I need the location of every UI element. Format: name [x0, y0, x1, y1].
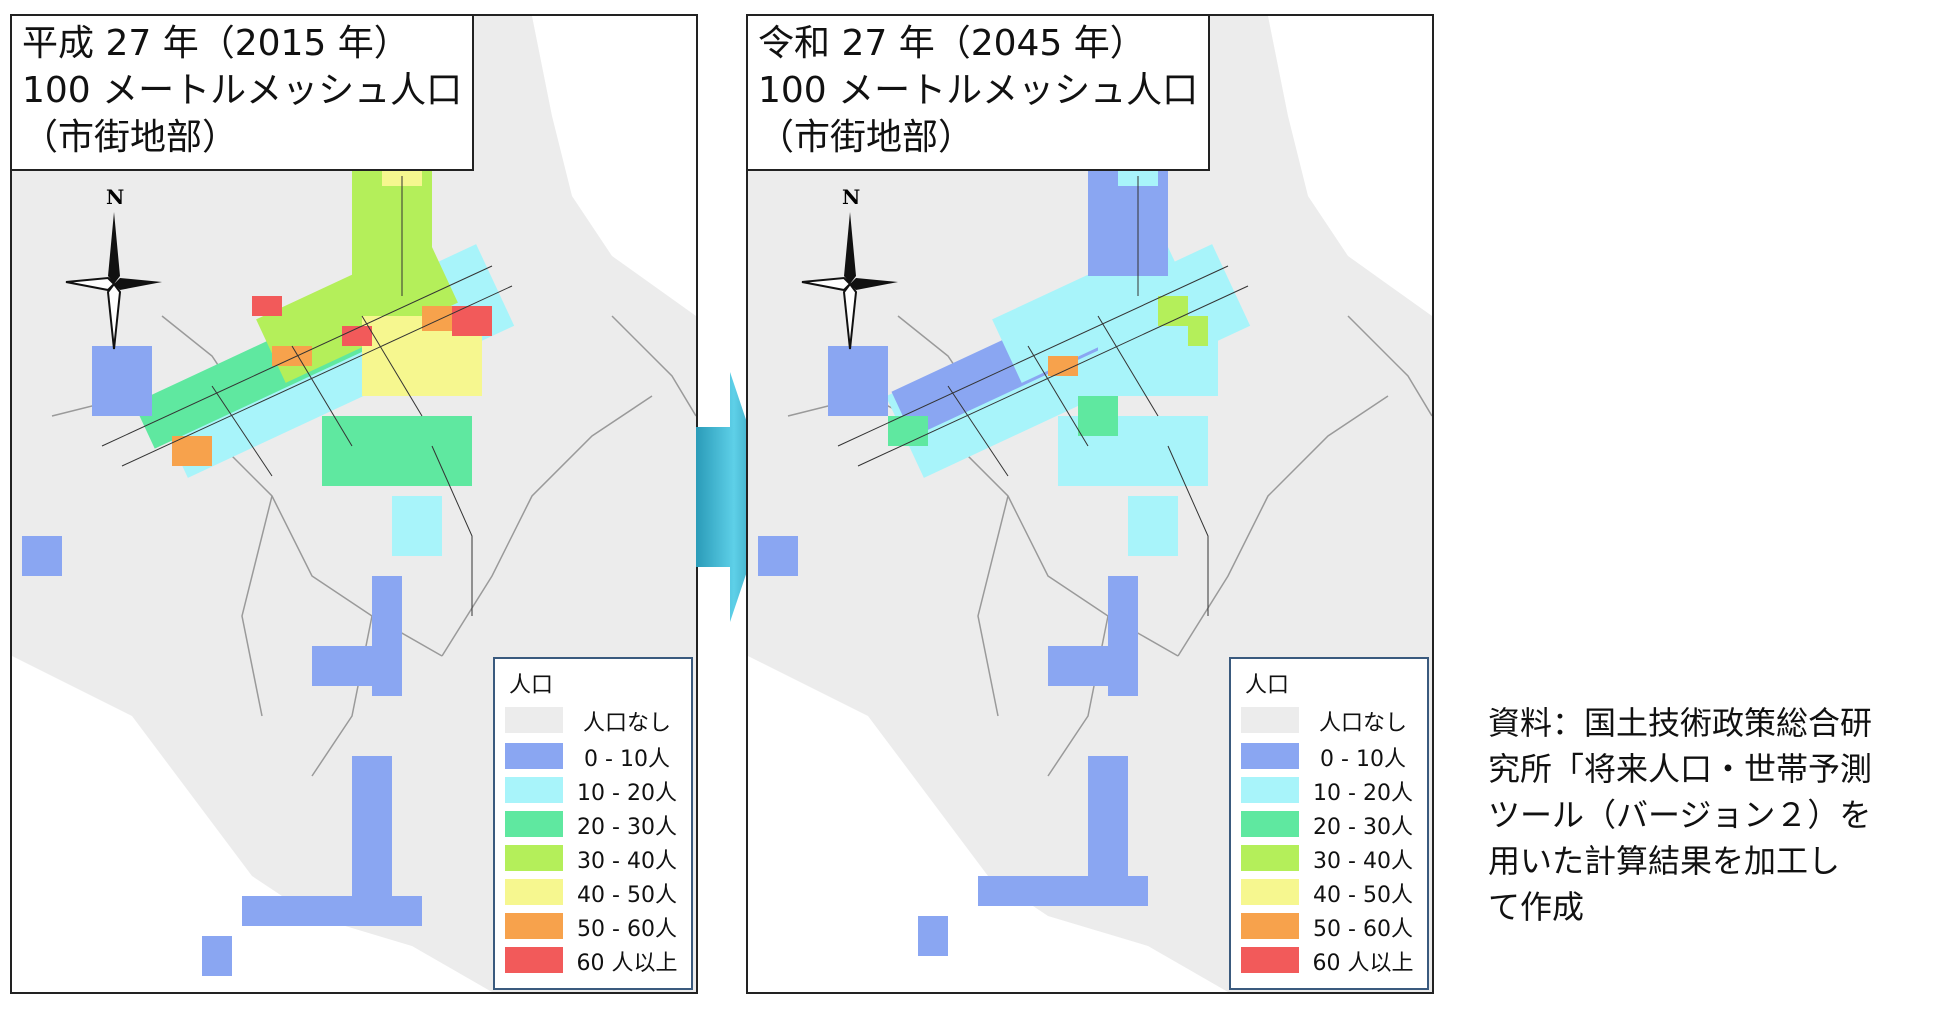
legend-swatch [505, 777, 563, 803]
north-arrow-icon: N [801, 185, 898, 350]
legend-item: 人口なし [505, 703, 695, 736]
map-title-line2: 100 メートルメッシュ人口 [22, 70, 463, 111]
road-network [837, 176, 1249, 616]
legend-swatch [505, 879, 563, 905]
legend-title: 人口 [509, 673, 554, 698]
legend: 人口 人口なし 0 - 10人 10 - 20人 20 - 30人 30 - 4… [493, 657, 693, 990]
source-note-line: ツール（バージョン２）を [1488, 796, 1872, 834]
legend-item: 40 - 50人 [1241, 875, 1431, 908]
legend-label: 30 - 40人 [577, 849, 677, 874]
source-note-line: 究所「将来人口・世帯予測 [1488, 750, 1873, 788]
legend-item: 30 - 40人 [505, 841, 695, 874]
legend-swatch [505, 743, 563, 769]
map-title-line3: （市街地部） [758, 117, 975, 158]
legend-item: 60 人以上 [1241, 943, 1431, 976]
legend-label: 30 - 40人 [1313, 849, 1413, 874]
legend-label: 40 - 50人 [1313, 883, 1413, 908]
north-arrow-icon: N [65, 185, 162, 350]
map-title-line1: 令和 27 年（2045 年） [758, 23, 1146, 64]
legend-item: 30 - 40人 [1241, 841, 1431, 874]
map-title-line1: 平成 27 年（2015 年） [22, 23, 410, 64]
legend-item: 20 - 30人 [1241, 807, 1431, 840]
legend-label: 50 - 60人 [1313, 917, 1413, 942]
legend-item: 50 - 60人 [1241, 909, 1431, 942]
legend-item: 10 - 20人 [505, 773, 695, 806]
map-panel-2045: 令和 27 年（2045 年） 100 メートルメッシュ人口 （市街地部） N … [746, 14, 1434, 994]
legend-label: 0 - 10人 [1320, 747, 1406, 772]
legend-swatch [1241, 707, 1299, 733]
legend-label: 50 - 60人 [577, 917, 677, 942]
legend-label: 20 - 30人 [577, 815, 677, 840]
legend-item: 50 - 60人 [505, 909, 695, 942]
legend-swatch [1241, 947, 1299, 973]
legend-item: 人口なし [1241, 703, 1431, 736]
legend-swatch [1241, 913, 1299, 939]
map-title-line3: （市街地部） [22, 117, 239, 158]
mesh-map-2015 [12, 16, 696, 992]
legend-swatch [505, 707, 563, 733]
legend-label: 10 - 20人 [577, 781, 677, 806]
legend-swatch [1241, 743, 1299, 769]
road-network [101, 176, 513, 616]
legend-item: 20 - 30人 [505, 807, 695, 840]
legend-label: 60 人以上 [1312, 951, 1414, 976]
map-title: 令和 27 年（2045 年） 100 メートルメッシュ人口 （市街地部） [748, 16, 1211, 171]
legend-swatch [1241, 879, 1299, 905]
north-label: N [106, 185, 124, 209]
legend-swatch [505, 947, 563, 973]
legend: 人口 人口なし 0 - 10人 10 - 20人 20 - 30人 30 - 4… [1229, 657, 1429, 990]
legend-label: 20 - 30人 [1313, 815, 1413, 840]
sea-area [1268, 16, 1432, 316]
source-note-line: 用いた計算結果を加工し [1488, 842, 1841, 880]
legend-label: 人口なし [1318, 711, 1407, 736]
legend-item: 0 - 10人 [1241, 739, 1431, 772]
map-panel-2015: 平成 27 年（2015 年） 100 メートルメッシュ人口 （市街地部） N … [10, 14, 698, 994]
legend-swatch [505, 811, 563, 837]
sea-area [532, 16, 696, 316]
legend-item: 0 - 10人 [505, 739, 695, 772]
legend-label: 0 - 10人 [584, 747, 670, 772]
legend-swatch [1241, 811, 1299, 837]
legend-title: 人口 [1245, 673, 1290, 698]
legend-item: 60 人以上 [505, 943, 695, 976]
legend-swatch [505, 845, 563, 871]
source-note-line: 資料：国土技術政策総合研 [1488, 704, 1873, 742]
sea-area [12, 656, 492, 992]
legend-swatch [1241, 777, 1299, 803]
legend-label: 人口なし [582, 711, 671, 736]
legend-label: 60 人以上 [576, 951, 678, 976]
source-note-line: て作成 [1488, 888, 1585, 926]
source-note: 資料：国土技術政策総合研 究所「将来人口・世帯予測 ツール（バージョン２）を 用… [1488, 700, 1934, 930]
legend-item: 40 - 50人 [505, 875, 695, 908]
north-label: N [842, 185, 860, 209]
legend-swatch [1241, 845, 1299, 871]
map-title: 平成 27 年（2015 年） 100 メートルメッシュ人口 （市街地部） [12, 16, 475, 171]
legend-item: 10 - 20人 [1241, 773, 1431, 806]
legend-label: 40 - 50人 [577, 883, 677, 908]
sea-area [748, 656, 1228, 992]
mesh-cells [758, 76, 1251, 956]
legend-label: 10 - 20人 [1313, 781, 1413, 806]
legend-swatch [505, 913, 563, 939]
map-title-line2: 100 メートルメッシュ人口 [758, 70, 1199, 111]
transition-arrow-icon [696, 372, 772, 622]
